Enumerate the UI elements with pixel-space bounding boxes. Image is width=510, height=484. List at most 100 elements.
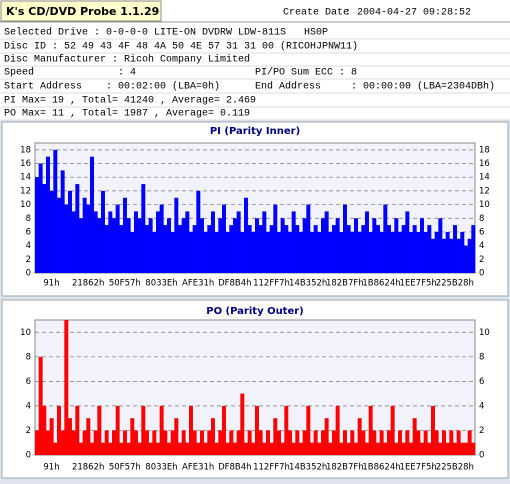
bar [240, 231, 245, 273]
y-tick-label: 4 [26, 241, 31, 251]
bar [372, 218, 377, 273]
bar [379, 231, 384, 273]
bar [233, 442, 237, 455]
bar [335, 405, 340, 455]
bar [42, 405, 47, 455]
bar [163, 225, 168, 273]
bar [387, 430, 391, 455]
bar [71, 430, 76, 455]
bar [97, 405, 102, 455]
bar [104, 225, 109, 273]
bar [141, 405, 146, 455]
bar [115, 204, 120, 273]
bar [412, 225, 417, 273]
bar [229, 430, 234, 455]
y-tick-label: 2 [26, 255, 31, 265]
info-text: PI Max= 19 , Total= 41240 , Average= 2.4… [4, 95, 256, 107]
bar [288, 231, 292, 273]
bar [398, 430, 402, 455]
bar [390, 405, 395, 455]
bar [464, 245, 468, 273]
bar [86, 418, 91, 455]
bar [203, 442, 208, 455]
bar [222, 204, 226, 273]
info-text: Selected Drive : 0-0-0-0 LITE-ON DVDRW L… [4, 27, 328, 39]
create-date: : 2004-04-27 09:28:52 [345, 8, 471, 19]
bar [431, 238, 435, 273]
y-tick-label: 8 [26, 214, 31, 224]
y-tick-label: 10 [20, 200, 31, 210]
bar [64, 320, 69, 455]
bar [434, 430, 439, 455]
bar [339, 231, 344, 273]
bar [101, 190, 105, 273]
bar [266, 231, 270, 273]
x-tick-label: 14B352h [289, 463, 327, 473]
x-tick-label: 21862h [72, 463, 104, 473]
bar [200, 430, 204, 455]
bar [423, 430, 428, 455]
bar [284, 225, 289, 273]
bar [262, 211, 267, 273]
bar [251, 231, 256, 273]
bar [299, 442, 303, 455]
y-tick-label: 16 [20, 159, 31, 169]
app-title: K's CD/DVD Probe 1.1.29 [6, 5, 159, 18]
y-tick-label: 10 [20, 328, 31, 338]
info-text: Speed : 4 [4, 67, 136, 79]
bar [376, 225, 380, 273]
y-tick-label: 6 [26, 377, 31, 387]
bar [218, 218, 223, 273]
bar [456, 430, 461, 455]
bar [258, 225, 263, 273]
x-tick-label: 8033Eh [145, 463, 177, 473]
bar [90, 156, 94, 273]
y-tick-label-right: 0 [479, 269, 484, 279]
bar [211, 211, 215, 273]
bar [236, 211, 241, 273]
y-tick-label: 4 [26, 401, 31, 411]
bar [35, 430, 39, 455]
bar [42, 184, 47, 273]
bar [233, 218, 237, 273]
bar [123, 430, 127, 455]
x-tick-label: 182B7Fh [326, 279, 364, 289]
bar [207, 225, 212, 273]
x-tick-label: 225B28h [436, 279, 474, 289]
bar [60, 170, 65, 273]
bar [445, 442, 450, 455]
y-tick-label: 18 [20, 145, 31, 155]
bar [332, 430, 336, 455]
bar [53, 149, 58, 273]
bar [222, 405, 226, 455]
bar [178, 442, 182, 455]
bar [390, 231, 395, 273]
bar [453, 225, 457, 273]
bar [310, 231, 314, 273]
bar [357, 418, 362, 455]
bar [401, 442, 406, 455]
bar [346, 442, 351, 455]
bar [416, 231, 421, 273]
bar [60, 430, 65, 455]
bar [354, 442, 358, 455]
y-tick-label-right: 10 [479, 328, 490, 338]
bar [357, 231, 362, 273]
bar [368, 231, 373, 273]
bar [156, 442, 160, 455]
x-tick-label: 1B8624h [362, 463, 400, 473]
bar [273, 204, 278, 273]
y-tick-label-right: 4 [479, 401, 484, 411]
bar [251, 442, 256, 455]
bar [189, 231, 193, 273]
bar [467, 430, 472, 455]
bar [112, 218, 116, 273]
bar [211, 418, 215, 455]
bar [152, 231, 157, 273]
bar [277, 231, 281, 273]
x-tick-label: AFE31h [182, 463, 214, 473]
bar [64, 204, 69, 273]
y-tick-label: 0 [26, 269, 31, 279]
bar [134, 430, 138, 455]
